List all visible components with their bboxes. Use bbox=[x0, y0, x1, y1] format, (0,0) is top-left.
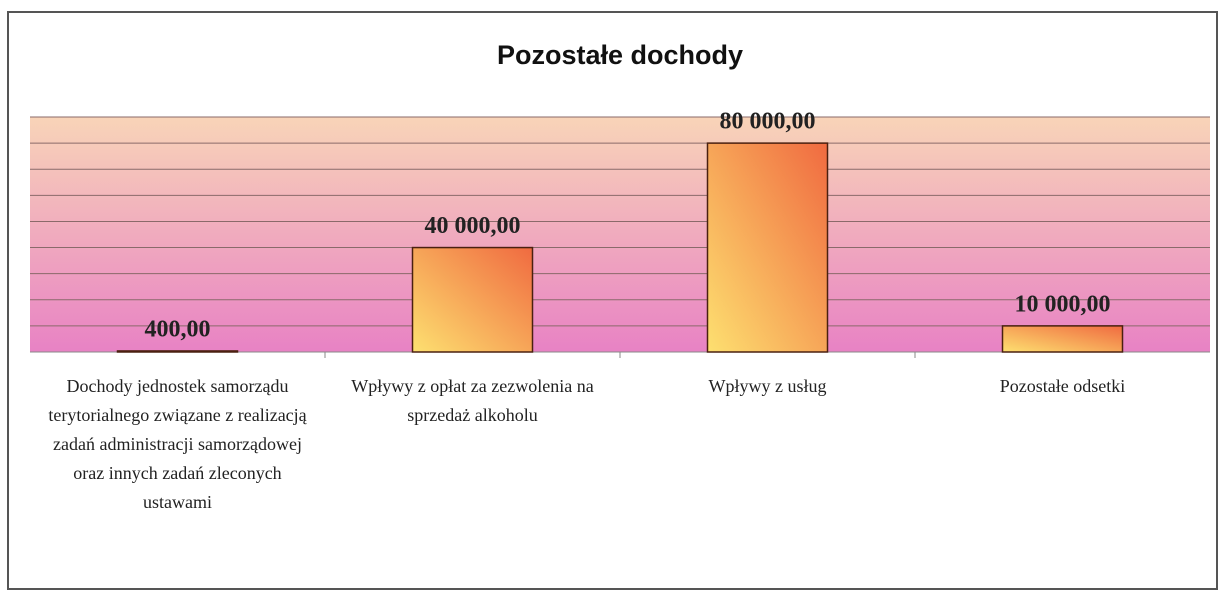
value-label: 40 000,00 bbox=[425, 213, 521, 239]
bar bbox=[116, 350, 239, 353]
value-label: 80 000,00 bbox=[720, 109, 816, 135]
bar bbox=[706, 142, 829, 353]
value-label: 400,00 bbox=[145, 316, 211, 342]
x-tick-label: Dochody jednostek samorządu terytorialne… bbox=[48, 376, 307, 512]
chart-frame bbox=[7, 11, 1218, 590]
x-tick-label: Wpływy z opłat za zezwolenia na sprzedaż… bbox=[351, 376, 594, 425]
plot-area bbox=[30, 117, 1210, 352]
x-tick-label: Wpływy z usług bbox=[708, 376, 827, 396]
x-tick-label: Pozostałe odsetki bbox=[999, 376, 1126, 396]
value-label: 10 000,00 bbox=[1015, 291, 1111, 317]
chart-title: Pozostałe dochody bbox=[497, 40, 743, 70]
bar bbox=[1001, 325, 1124, 353]
bar bbox=[411, 246, 534, 353]
